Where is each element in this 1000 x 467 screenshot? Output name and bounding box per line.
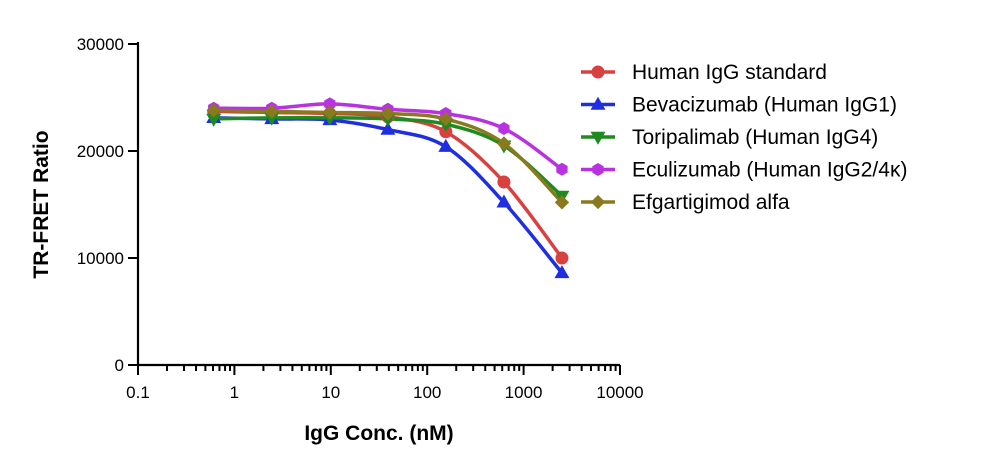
y-tick-label: 20000 <box>77 142 124 161</box>
y-axis-title: TR-FRET Ratio <box>30 130 53 278</box>
x-tick-label: 1 <box>230 383 239 402</box>
data-point <box>496 194 512 208</box>
data-point <box>554 265 570 279</box>
data-point <box>264 112 280 126</box>
series-markers <box>206 97 570 279</box>
x-tick-label: 10000 <box>596 383 643 402</box>
data-point <box>496 136 512 151</box>
legend-label: Bevacizumab (Human IgG1) <box>632 94 897 117</box>
data-point <box>264 104 279 119</box>
y-tick-label: 10000 <box>77 249 124 268</box>
data-point <box>554 195 570 210</box>
legend-label: Eculizumab (Human IgG2/4κ) <box>632 159 907 182</box>
data-point <box>380 121 396 135</box>
data-point <box>498 122 510 136</box>
legend-marker <box>591 65 605 79</box>
legend-label: Human IgG standard <box>632 61 827 84</box>
data-point <box>380 106 396 121</box>
data-point <box>556 162 568 176</box>
legend-label: Toripalimab (Human IgG4) <box>632 126 878 149</box>
data-point <box>497 175 511 189</box>
x-tick-label: 1000 <box>505 383 543 402</box>
data-point <box>322 105 337 120</box>
data-point <box>206 103 221 118</box>
data-point <box>555 251 569 265</box>
data-point <box>206 113 222 127</box>
data-point <box>438 138 454 152</box>
legend-marker <box>592 163 604 176</box>
axes: 0 10000 20000 30000 0.1 1 10 100 1000 10000 IgG Co… <box>30 35 644 445</box>
data-point <box>438 111 453 127</box>
data-point <box>324 97 336 111</box>
x-axis-title: IgG Conc. (nM) <box>304 422 453 445</box>
legend-marker <box>590 131 606 145</box>
legend-label: Efgartigimod alfa <box>632 191 790 214</box>
x-tick-label: 0.1 <box>126 383 150 402</box>
y-tick-label: 30000 <box>77 35 124 54</box>
y-tick-label: 0 <box>115 356 124 375</box>
legend: Human IgG standard Bevacizumab (Human IgG… <box>581 61 907 214</box>
legend-marker <box>590 96 606 110</box>
legend-marker <box>590 194 606 210</box>
x-tick-label: 100 <box>413 383 441 402</box>
x-tick-label: 10 <box>321 383 340 402</box>
